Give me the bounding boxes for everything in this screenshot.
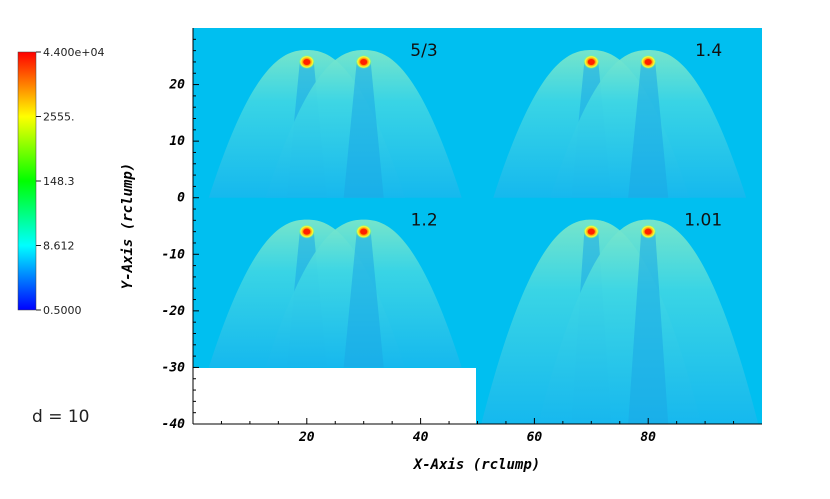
clump-tail [343, 231, 384, 368]
x-tick-label: 40 [413, 430, 429, 445]
panel-2: 1.4 [493, 41, 747, 198]
panels: 5/3 1.4 1.2 1.01 [208, 41, 759, 424]
y-axis-title: Y-Axis (rclump) [120, 163, 136, 289]
colorbar-label: 0.5000 [43, 304, 82, 317]
empty-region [193, 368, 476, 424]
clump-core [587, 228, 595, 235]
colorbar-label: 2555. [43, 111, 75, 124]
panel-label: 5/3 [410, 41, 437, 61]
colorbar-label: 4.400e+04 [43, 46, 104, 59]
ticks: 20 40 60 80 20 10 0 -10 -20 -30 -40 [162, 38, 735, 445]
x-tick-label: 20 [298, 430, 315, 445]
clump-core [303, 58, 311, 65]
x-axis-title: X-Axis (rclump) [413, 457, 540, 473]
panel-3: 1.2 [208, 211, 462, 368]
colorbar-labels: 4.400e+04 2555. 148.3 8.612 0.5000 [36, 46, 104, 317]
clump-tail [343, 61, 384, 198]
colorbar [17, 51, 37, 311]
clump-core [360, 228, 368, 235]
clump-core [644, 228, 652, 235]
y-tick-label: 20 [168, 78, 185, 93]
clump-core [587, 58, 595, 65]
y-tick-label: -10 [162, 247, 186, 262]
y-tick-label: 10 [169, 134, 185, 149]
clump-core [644, 58, 652, 65]
y-tick-label: -20 [162, 304, 186, 319]
clump-core [360, 58, 368, 65]
clump-tail [628, 231, 669, 424]
colorbar-label: 8.612 [43, 240, 75, 253]
colorbar-label: 148.3 [43, 175, 75, 188]
distance-annotation: d = 10 [32, 407, 89, 427]
x-tick-label: 60 [527, 430, 543, 445]
clump-core [303, 228, 311, 235]
panel-label: 1.01 [684, 211, 722, 231]
panel-1: 5/3 [208, 41, 462, 198]
y-tick-label: 0 [177, 191, 185, 206]
y-tick-label: -30 [162, 360, 186, 375]
y-tick-label: -40 [162, 417, 186, 432]
clump-tail [628, 61, 669, 198]
panel-4: 1.01 [481, 211, 759, 424]
x-tick-label: 80 [640, 430, 656, 445]
panel-label: 1.4 [695, 41, 722, 61]
panel-label: 1.2 [411, 211, 438, 231]
